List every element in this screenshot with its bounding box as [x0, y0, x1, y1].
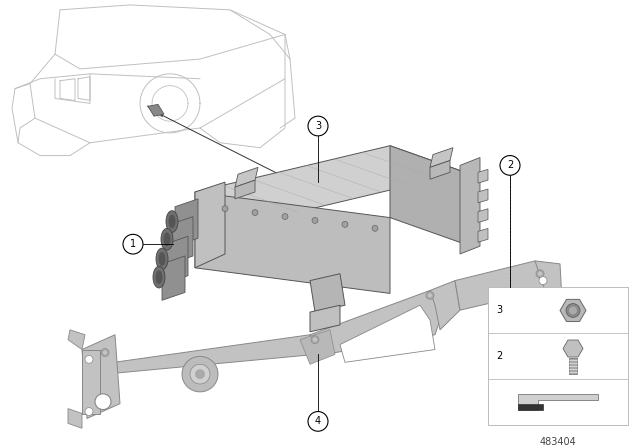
Polygon shape [235, 180, 255, 199]
Polygon shape [310, 305, 340, 332]
Ellipse shape [166, 211, 178, 233]
Polygon shape [478, 228, 488, 242]
Circle shape [538, 272, 542, 276]
Polygon shape [82, 335, 120, 418]
Ellipse shape [163, 233, 170, 246]
Polygon shape [390, 146, 465, 244]
Polygon shape [430, 280, 460, 330]
Ellipse shape [159, 252, 166, 266]
Circle shape [101, 349, 109, 357]
Text: 4: 4 [315, 416, 321, 426]
Circle shape [195, 369, 205, 379]
Ellipse shape [168, 215, 175, 228]
Polygon shape [430, 148, 453, 168]
Circle shape [282, 214, 288, 220]
Polygon shape [430, 160, 450, 179]
Polygon shape [175, 199, 198, 246]
FancyBboxPatch shape [569, 358, 577, 374]
FancyBboxPatch shape [488, 288, 628, 425]
Polygon shape [68, 330, 85, 349]
Polygon shape [82, 349, 100, 414]
Circle shape [252, 210, 258, 215]
Polygon shape [310, 274, 345, 312]
Circle shape [536, 270, 544, 278]
Polygon shape [478, 209, 488, 223]
Circle shape [539, 277, 547, 284]
Circle shape [500, 155, 520, 175]
Polygon shape [100, 335, 315, 374]
Circle shape [428, 293, 432, 297]
Circle shape [569, 306, 577, 314]
Text: 2: 2 [496, 351, 502, 362]
Polygon shape [518, 395, 598, 410]
Text: 3: 3 [496, 306, 502, 315]
Circle shape [342, 221, 348, 227]
Text: 3: 3 [315, 121, 321, 131]
Polygon shape [68, 409, 82, 428]
Polygon shape [235, 168, 258, 187]
Polygon shape [460, 158, 480, 254]
Polygon shape [195, 192, 390, 293]
Ellipse shape [156, 270, 163, 284]
Circle shape [313, 338, 317, 342]
Polygon shape [455, 261, 545, 310]
Circle shape [312, 217, 318, 224]
Circle shape [372, 225, 378, 231]
Ellipse shape [161, 228, 173, 250]
Polygon shape [195, 146, 465, 219]
Polygon shape [310, 290, 445, 354]
Text: 483404: 483404 [540, 437, 577, 447]
Circle shape [85, 408, 93, 415]
Polygon shape [340, 305, 435, 362]
Ellipse shape [153, 266, 165, 288]
Circle shape [566, 304, 580, 317]
Polygon shape [535, 261, 562, 300]
Circle shape [426, 292, 434, 299]
Polygon shape [162, 256, 185, 300]
Text: 2: 2 [507, 160, 513, 170]
Circle shape [308, 116, 328, 136]
Circle shape [222, 206, 228, 211]
Circle shape [95, 394, 111, 409]
Polygon shape [300, 330, 335, 364]
Polygon shape [170, 216, 193, 264]
Polygon shape [165, 236, 188, 284]
Circle shape [311, 336, 319, 344]
Polygon shape [478, 189, 488, 203]
Circle shape [123, 234, 143, 254]
Circle shape [308, 412, 328, 431]
Polygon shape [518, 405, 543, 410]
Circle shape [103, 350, 107, 354]
Polygon shape [195, 182, 225, 268]
Circle shape [182, 357, 218, 392]
Polygon shape [478, 169, 488, 183]
Polygon shape [148, 104, 164, 116]
Circle shape [85, 355, 93, 363]
Text: 1: 1 [130, 239, 136, 249]
Ellipse shape [156, 248, 168, 270]
Circle shape [190, 364, 210, 384]
